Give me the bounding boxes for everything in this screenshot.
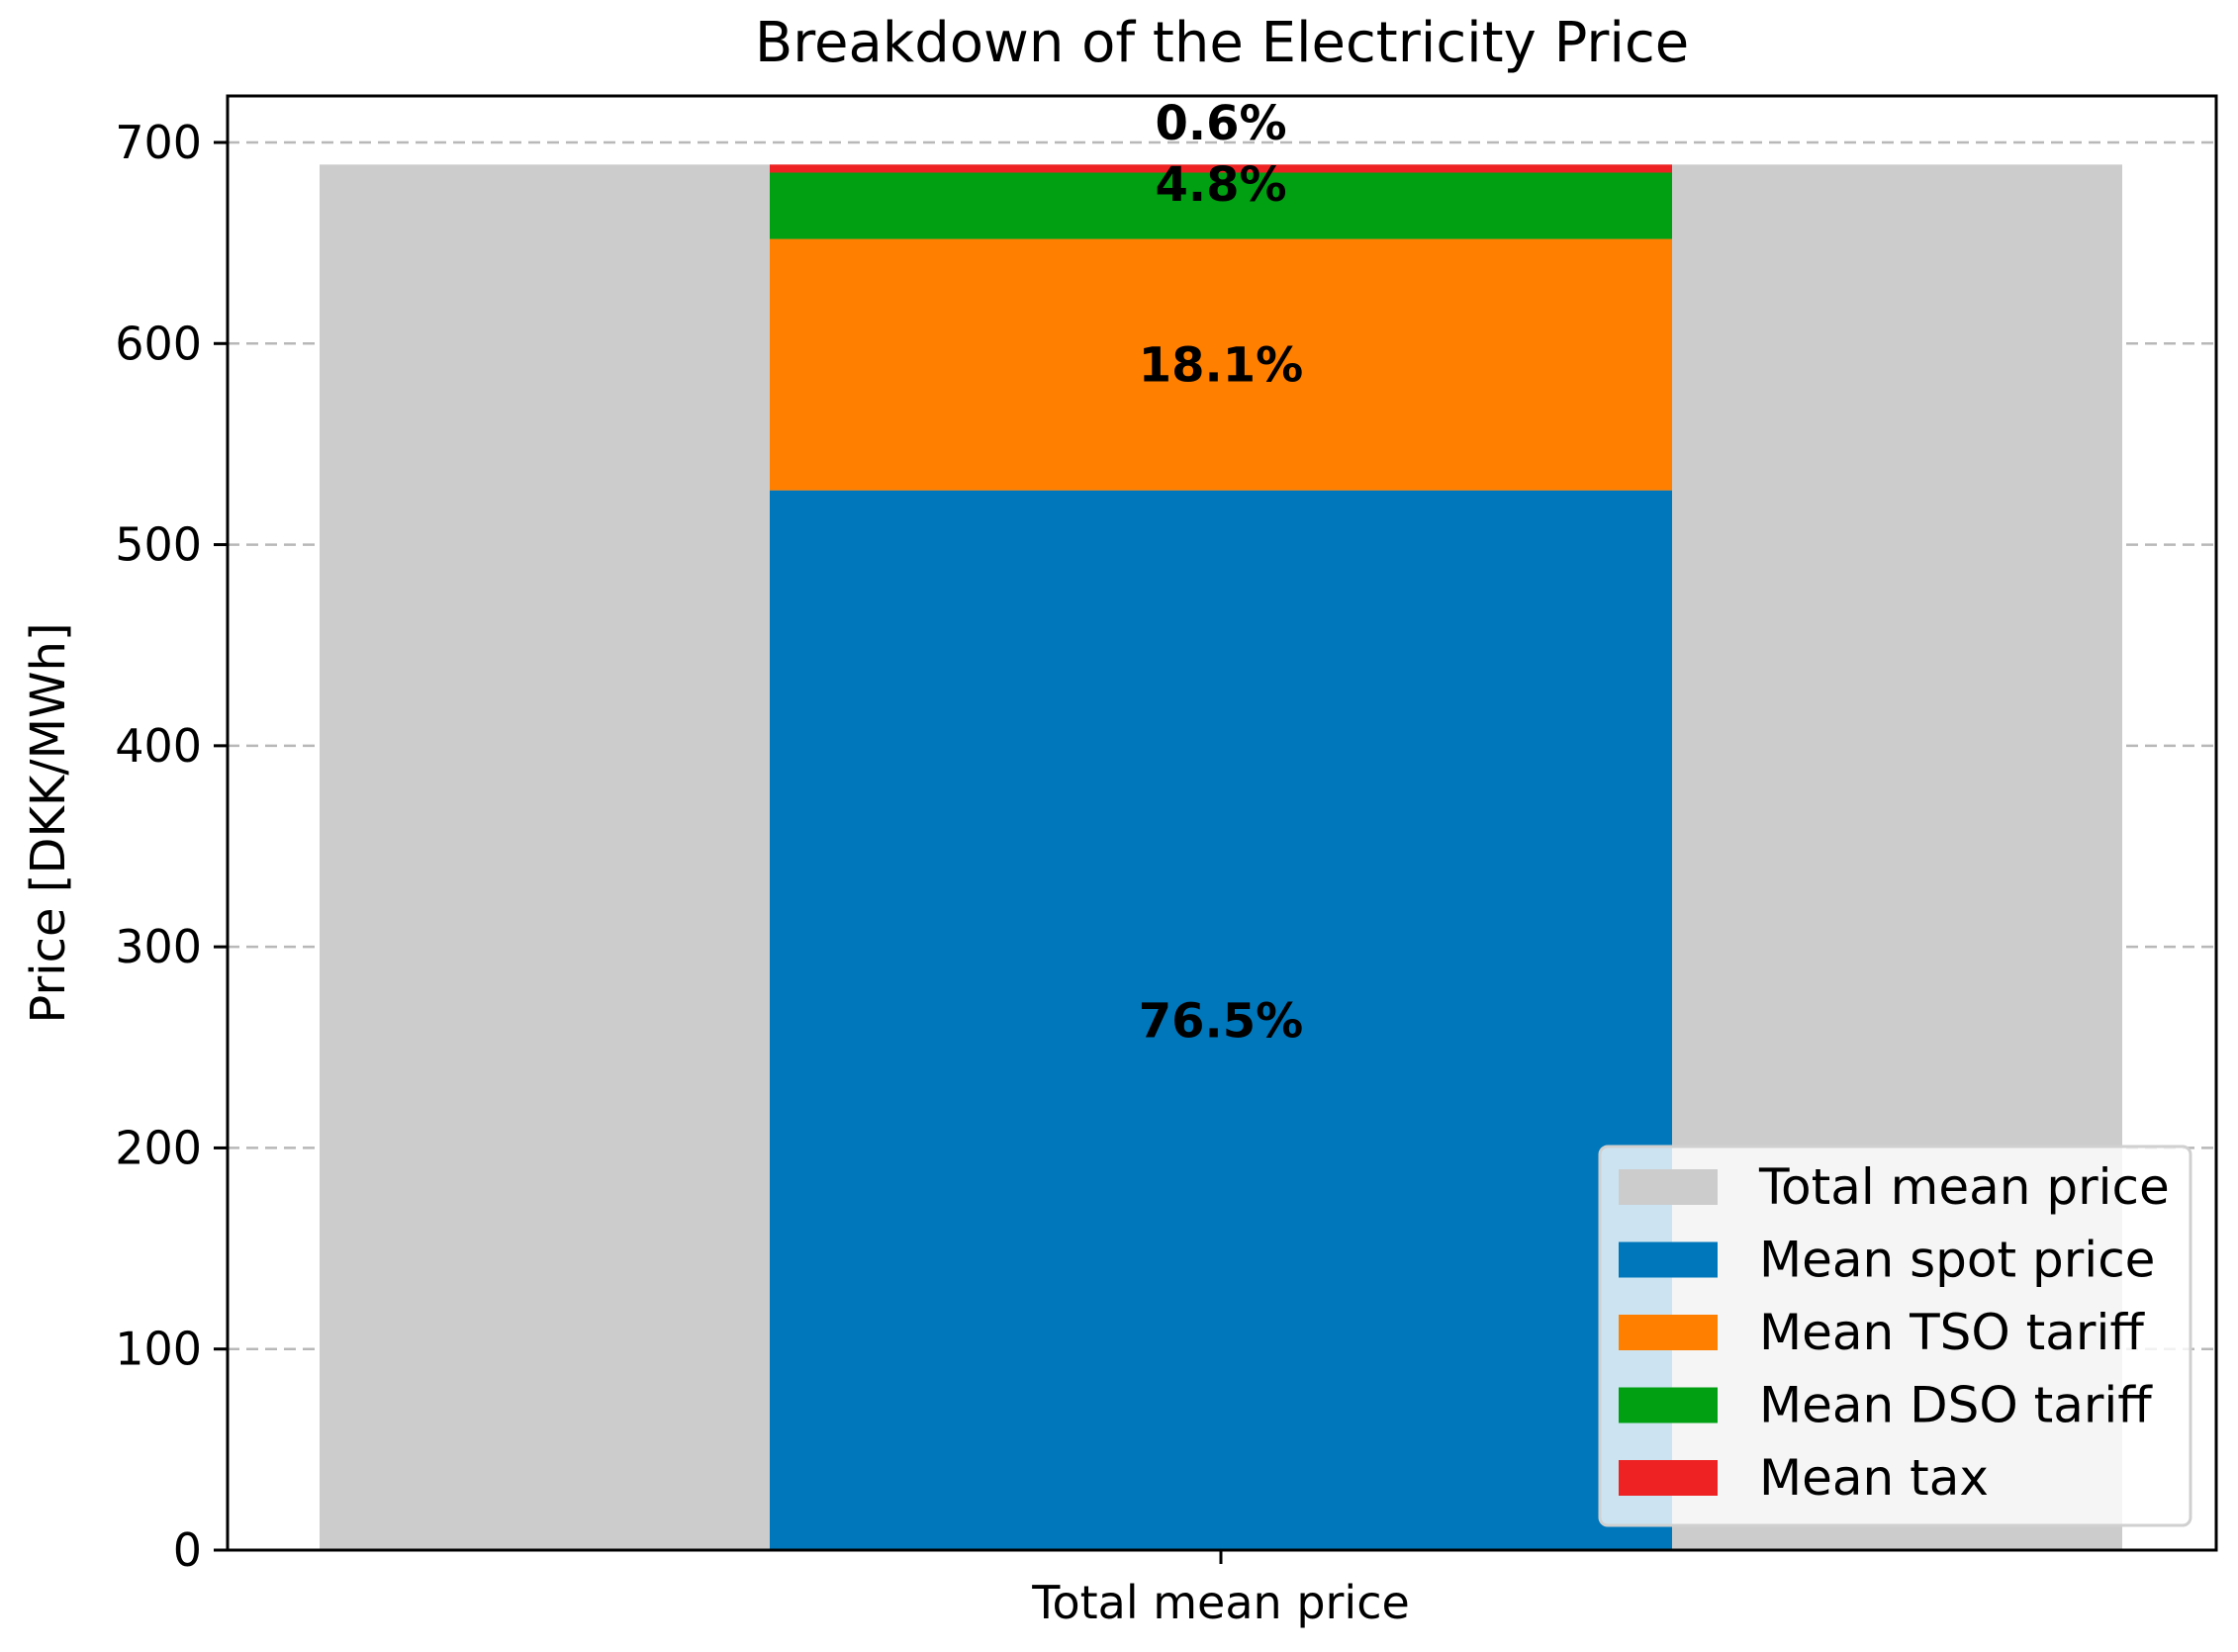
legend-label-mean-tso-tariff: Mean TSO tariff [1759, 1304, 2145, 1361]
bar-labels: 76.5% 18.1% 4.8% 0.6% [1139, 96, 1304, 1049]
legend-swatch-mean-dso-tariff [1619, 1387, 1718, 1423]
legend-label-mean-dso-tariff: Mean DSO tariff [1759, 1377, 2153, 1434]
y-tick-label: 400 [115, 719, 202, 773]
y-tick-label: 500 [115, 518, 202, 572]
bar-label-mean-spot-price: 76.5% [1139, 993, 1304, 1049]
legend-swatch-mean-spot-price [1619, 1241, 1718, 1278]
legend-label-mean-tax: Mean tax [1759, 1449, 1989, 1507]
bars [320, 164, 2122, 1550]
x-axis: Total mean price [1031, 1550, 1410, 1629]
y-tick-label: 100 [115, 1323, 202, 1376]
legend-swatch-mean-tso-tariff [1619, 1315, 1718, 1350]
y-tick-label: 300 [115, 920, 202, 973]
chart-title: Breakdown of the Electricity Price [755, 11, 1689, 75]
bar-mean-tax [770, 164, 1672, 173]
bar-mean-dso-tariff [770, 172, 1672, 239]
legend-swatch-mean-tax [1619, 1460, 1718, 1496]
bar-label-mean-dso-tariff: 4.8% [1155, 157, 1286, 213]
legend-swatch-total-mean-price [1619, 1169, 1718, 1205]
bar-mean-spot-price [770, 490, 1672, 1550]
legend-box [1598, 1145, 2192, 1527]
y-tick-label: 0 [173, 1523, 202, 1577]
y-tick-label: 200 [115, 1121, 202, 1174]
bar-label-mean-tax: 0.6% [1155, 96, 1286, 151]
legend-label-total-mean-price: Total mean price [1758, 1158, 2170, 1216]
y-tick-label: 600 [115, 317, 202, 370]
y-axis: 0 100 200 300 400 500 600 700 [115, 116, 228, 1577]
bar-label-mean-tso-tariff: 18.1% [1139, 338, 1304, 394]
legend-label-mean-spot-price: Mean spot price [1759, 1232, 2155, 1289]
y-tick-label: 700 [115, 116, 202, 169]
x-tick-label: Total mean price [1031, 1576, 1410, 1629]
y-axis-label: Price [DKK/MWh] [21, 622, 76, 1023]
legend: Total mean price Mean spot price Mean TSO … [1598, 1145, 2192, 1527]
bar-mean-tso-tariff [770, 238, 1672, 491]
